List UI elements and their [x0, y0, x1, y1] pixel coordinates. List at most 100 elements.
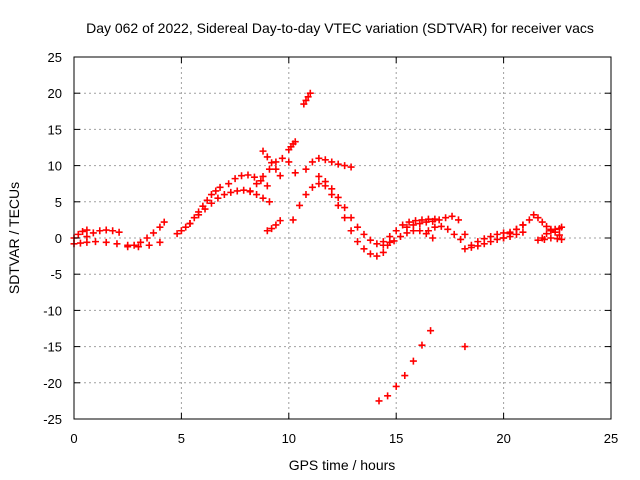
- data-point: [396, 233, 404, 241]
- y-tick-label: -5: [50, 267, 62, 282]
- data-point: [412, 217, 420, 225]
- series-arc-ab: [534, 234, 566, 244]
- data-point: [474, 238, 482, 246]
- data-point: [405, 218, 413, 226]
- y-tick-label: -20: [43, 376, 62, 391]
- data-point: [207, 199, 215, 207]
- data-point: [263, 182, 271, 190]
- data-point: [276, 172, 284, 180]
- data-point: [201, 205, 209, 213]
- y-tick-label: 15: [48, 122, 62, 137]
- data-point: [276, 217, 284, 225]
- data-point: [334, 201, 342, 209]
- y-tick-label: -10: [43, 303, 62, 318]
- data-point: [300, 100, 308, 108]
- data-point: [291, 138, 299, 146]
- data-point: [334, 193, 342, 201]
- series-arc-y: [500, 216, 533, 242]
- data-point: [435, 216, 443, 224]
- y-tick-label: 20: [48, 86, 62, 101]
- data-point: [227, 188, 235, 196]
- data-point: [233, 187, 241, 195]
- data-point: [177, 227, 185, 235]
- data-point: [347, 214, 355, 222]
- data-point: [302, 191, 310, 199]
- series-arc-m: [300, 89, 314, 108]
- data-point: [308, 158, 316, 166]
- data-point: [124, 243, 132, 251]
- data-point: [91, 238, 99, 246]
- data-point: [360, 245, 368, 253]
- data-point: [448, 212, 456, 220]
- data-point: [416, 227, 424, 235]
- data-point: [259, 172, 267, 180]
- data-point: [315, 172, 323, 180]
- data-point: [543, 230, 551, 238]
- data-point: [403, 223, 411, 231]
- y-tick-label: 0: [55, 231, 62, 246]
- data-point: [291, 169, 299, 177]
- y-tick-label: -25: [43, 412, 62, 427]
- data-point: [308, 183, 316, 191]
- series-arc-d: [124, 218, 168, 251]
- data-point: [250, 173, 258, 181]
- series-arc-u: [375, 327, 435, 405]
- grid: [74, 57, 611, 419]
- data-point: [259, 194, 267, 202]
- data-point: [379, 238, 387, 246]
- data-point: [450, 230, 458, 238]
- x-tick-label: 10: [282, 431, 296, 446]
- data-point: [431, 223, 439, 231]
- data-point: [461, 343, 469, 351]
- data-point: [375, 397, 383, 405]
- data-point: [558, 235, 566, 243]
- series-arc-t: [424, 222, 465, 243]
- data-point: [341, 162, 349, 170]
- data-point: [366, 236, 374, 244]
- data-point: [263, 227, 271, 235]
- x-tick-label: 25: [604, 431, 618, 446]
- data-point: [461, 245, 469, 253]
- x-tick-label: 5: [178, 431, 185, 446]
- series-arc-v: [461, 343, 469, 351]
- data-point: [373, 240, 381, 248]
- data-point: [79, 227, 87, 235]
- data-point: [392, 227, 400, 235]
- data-point: [525, 216, 533, 224]
- data-point: [390, 237, 398, 245]
- data-point: [265, 165, 273, 173]
- data-point: [540, 235, 548, 243]
- data-point: [96, 227, 104, 235]
- data-point: [461, 230, 469, 238]
- data-point: [253, 180, 261, 188]
- data-point: [409, 221, 417, 229]
- x-tick-labels: 0 5 10 15 20 25: [70, 431, 618, 446]
- data-point: [366, 250, 374, 258]
- series-arc-p: [315, 172, 394, 249]
- data-point: [409, 357, 417, 365]
- data-point: [268, 225, 276, 233]
- series-arc-k: [263, 217, 284, 235]
- series-arc-h: [225, 171, 271, 190]
- data-point: [384, 392, 392, 400]
- data-point: [263, 153, 271, 161]
- data-point: [418, 216, 426, 224]
- data-point: [182, 223, 190, 231]
- data-point: [354, 223, 362, 231]
- series-arc-q: [379, 215, 439, 246]
- data-point: [422, 218, 430, 226]
- data-point: [360, 230, 368, 238]
- data-point: [321, 156, 329, 164]
- data-point: [216, 183, 224, 191]
- data-point: [519, 228, 527, 236]
- x-tick-label: 15: [389, 431, 403, 446]
- data-point: [457, 235, 465, 243]
- data-point: [530, 211, 538, 219]
- y-tick-label: -15: [43, 340, 62, 355]
- data-point: [384, 241, 392, 249]
- series-arc-z: [530, 211, 563, 239]
- data-point: [278, 154, 286, 162]
- data-point: [429, 234, 437, 242]
- data-point: [315, 180, 323, 188]
